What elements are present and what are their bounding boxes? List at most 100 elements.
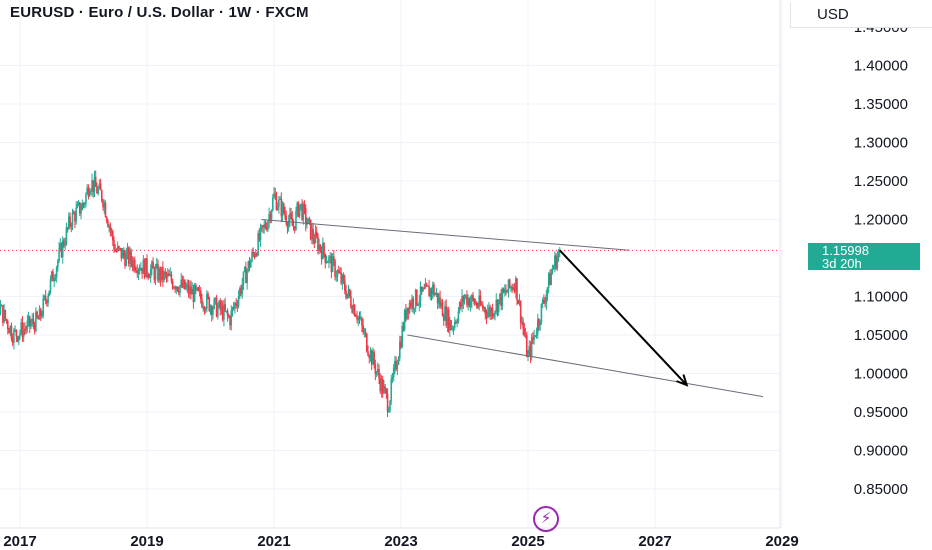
candle-body bbox=[28, 316, 31, 327]
candle-body bbox=[541, 299, 544, 304]
candle-body bbox=[63, 240, 65, 246]
price-tick-label: 0.90000 bbox=[854, 443, 908, 460]
candle-body bbox=[246, 270, 248, 284]
candle-body bbox=[482, 304, 484, 309]
candle-body bbox=[534, 335, 537, 337]
candle-body bbox=[21, 322, 24, 338]
candle-body bbox=[105, 217, 108, 222]
candle-body bbox=[179, 285, 181, 294]
candle-body bbox=[94, 176, 97, 187]
candle-body bbox=[247, 261, 250, 271]
candle-body bbox=[107, 221, 109, 227]
candle-body bbox=[463, 296, 466, 303]
candle-body bbox=[521, 321, 523, 323]
candle-body bbox=[512, 287, 515, 290]
candle-body bbox=[529, 346, 532, 357]
candle-body bbox=[507, 279, 510, 292]
candle-body bbox=[517, 300, 520, 304]
candle-body bbox=[160, 266, 163, 281]
candle-body bbox=[275, 195, 278, 210]
candle-body bbox=[461, 296, 463, 307]
candle-body bbox=[486, 311, 489, 318]
candle-body bbox=[522, 321, 524, 329]
currency-label[interactable]: USD bbox=[790, 2, 932, 28]
candle-body bbox=[408, 302, 411, 313]
candle-body bbox=[425, 283, 428, 286]
candle-body bbox=[248, 261, 251, 268]
candle-body bbox=[540, 303, 543, 323]
projection-arrow bbox=[559, 249, 688, 386]
candle-body bbox=[52, 271, 54, 282]
candle-body bbox=[176, 286, 179, 291]
candle-body bbox=[9, 325, 12, 334]
lightning-bolt-icon[interactable]: ⚡︎ bbox=[533, 506, 559, 532]
candle-body bbox=[186, 284, 189, 287]
candle-body bbox=[187, 284, 190, 294]
trend-drawings[interactable] bbox=[0, 219, 780, 398]
candle-body bbox=[188, 286, 191, 294]
price-tick-label: 1.25000 bbox=[854, 173, 908, 190]
candle-body bbox=[314, 231, 317, 244]
candle-body bbox=[120, 248, 123, 259]
candle-body bbox=[13, 330, 15, 343]
candle-body bbox=[456, 321, 458, 323]
candle-body bbox=[375, 371, 378, 374]
candle-body bbox=[253, 253, 256, 257]
candle-body bbox=[387, 411, 390, 413]
candle-body bbox=[546, 287, 549, 295]
candle-body bbox=[59, 243, 62, 249]
candle-body bbox=[362, 325, 364, 333]
candle-body bbox=[208, 297, 211, 311]
candle-body bbox=[64, 244, 66, 246]
candle-body bbox=[296, 202, 299, 212]
candle-body bbox=[405, 309, 407, 319]
candle-body bbox=[324, 253, 327, 263]
candle-body bbox=[556, 256, 559, 269]
candle-body bbox=[330, 256, 333, 273]
candle-body bbox=[340, 272, 342, 284]
candle-body bbox=[536, 319, 539, 334]
candle-body bbox=[22, 328, 25, 338]
candle-body bbox=[341, 275, 344, 284]
candle-body bbox=[489, 307, 491, 317]
candle-body bbox=[140, 267, 142, 271]
price-axis[interactable]: 1.450001.400001.350001.300001.250001.200… bbox=[779, 0, 908, 528]
arrow-head bbox=[676, 374, 689, 387]
candle-body bbox=[77, 202, 80, 205]
price-tick-label: 1.05000 bbox=[854, 327, 908, 344]
candle-body bbox=[427, 285, 429, 287]
bar-countdown: 3d 20h bbox=[822, 256, 862, 271]
candle-body bbox=[334, 260, 336, 277]
candle-body bbox=[260, 225, 263, 227]
candle-body bbox=[17, 335, 20, 341]
candle-body bbox=[366, 333, 368, 352]
candle-body bbox=[469, 301, 472, 307]
candle-body bbox=[411, 298, 413, 308]
candle-body bbox=[229, 317, 231, 326]
candle-body bbox=[447, 309, 450, 331]
candle-body bbox=[372, 352, 374, 365]
candle-body bbox=[220, 305, 223, 310]
candle-body bbox=[269, 213, 272, 220]
candle-body bbox=[353, 305, 356, 316]
time-axis[interactable]: 2017 2019 2021 2023 2025 2027 2029 bbox=[0, 527, 799, 550]
candle-body bbox=[224, 304, 226, 311]
candle-body bbox=[49, 278, 52, 291]
candle-body bbox=[146, 258, 148, 275]
candle-body bbox=[228, 315, 230, 318]
candle-body bbox=[495, 299, 498, 312]
candle-body bbox=[79, 202, 81, 214]
candle-body bbox=[439, 297, 441, 307]
candle-body bbox=[11, 338, 14, 343]
candle-body bbox=[202, 307, 204, 309]
candle-body bbox=[380, 378, 383, 392]
candle-body bbox=[268, 213, 270, 222]
candle-body bbox=[16, 336, 19, 341]
candle-body bbox=[474, 302, 477, 305]
price-tick-label: 0.95000 bbox=[854, 404, 908, 421]
candle-body bbox=[457, 311, 460, 322]
candle-body bbox=[191, 288, 193, 295]
candle-body bbox=[43, 296, 46, 299]
candle-body bbox=[74, 213, 76, 222]
